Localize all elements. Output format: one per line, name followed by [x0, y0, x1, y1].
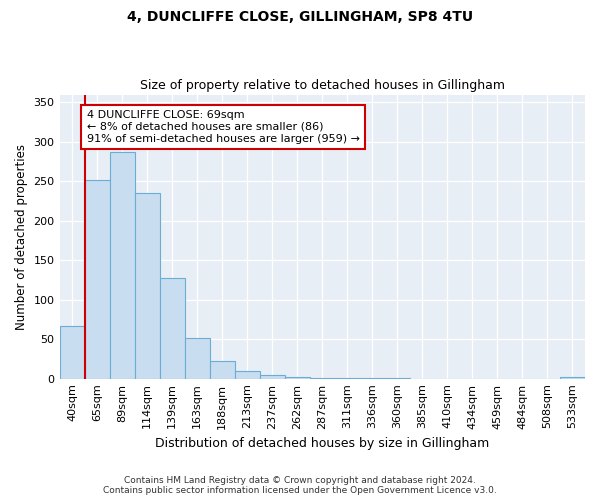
Text: 4, DUNCLIFFE CLOSE, GILLINGHAM, SP8 4TU: 4, DUNCLIFFE CLOSE, GILLINGHAM, SP8 4TU: [127, 10, 473, 24]
Bar: [560, 377, 585, 378]
Bar: [285, 377, 310, 378]
Bar: [110, 152, 134, 378]
Title: Size of property relative to detached houses in Gillingham: Size of property relative to detached ho…: [140, 79, 505, 92]
Bar: [85, 180, 110, 378]
Bar: [235, 371, 260, 378]
Text: Contains HM Land Registry data © Crown copyright and database right 2024.
Contai: Contains HM Land Registry data © Crown c…: [103, 476, 497, 495]
Text: 4 DUNCLIFFE CLOSE: 69sqm
← 8% of detached houses are smaller (86)
91% of semi-de: 4 DUNCLIFFE CLOSE: 69sqm ← 8% of detache…: [86, 110, 359, 144]
Bar: [59, 326, 85, 378]
X-axis label: Distribution of detached houses by size in Gillingham: Distribution of detached houses by size …: [155, 437, 490, 450]
Bar: [185, 338, 209, 378]
Bar: [209, 362, 235, 378]
Bar: [260, 374, 285, 378]
Y-axis label: Number of detached properties: Number of detached properties: [15, 144, 28, 330]
Bar: [160, 278, 185, 378]
Bar: [134, 193, 160, 378]
